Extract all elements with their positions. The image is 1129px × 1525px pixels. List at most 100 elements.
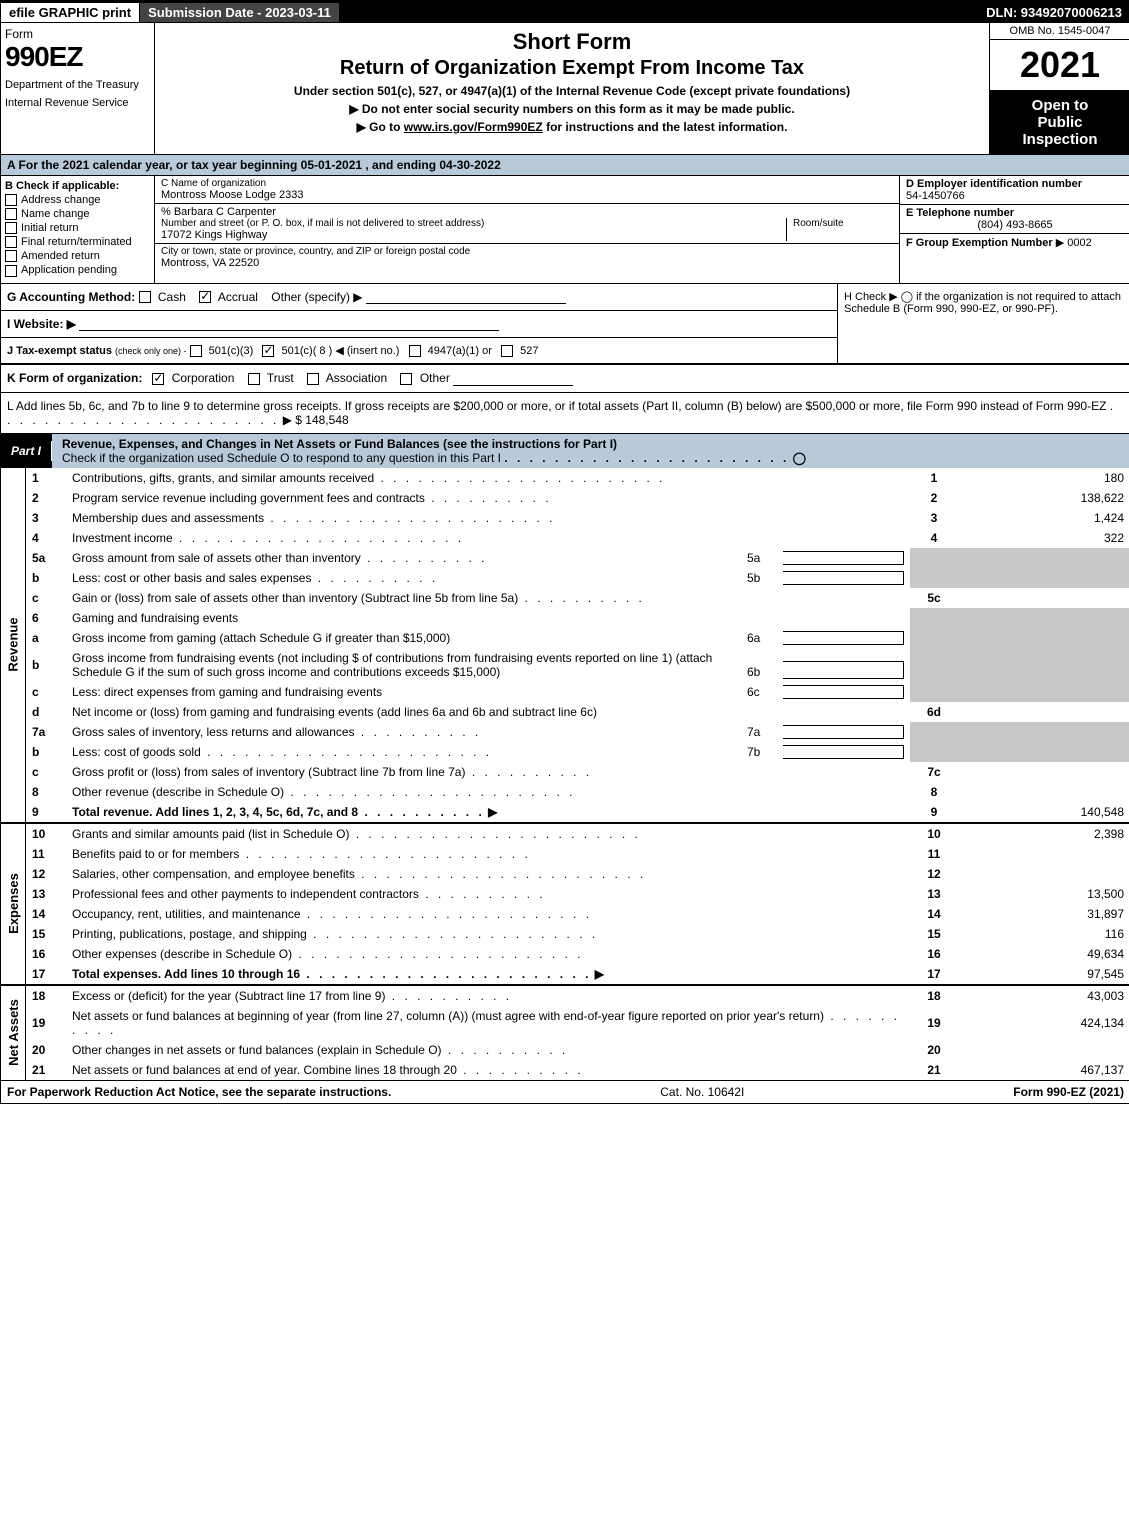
submission-date: Submission Date - 2023-03-11 bbox=[140, 3, 340, 22]
open-line2: Public bbox=[994, 114, 1126, 131]
chk-initial-return[interactable]: Initial return bbox=[5, 222, 150, 234]
part1-label: Part I bbox=[1, 441, 52, 461]
city-state-zip: Montross, VA 22520 bbox=[161, 257, 893, 269]
top-bar: efile GRAPHIC print Submission Date - 20… bbox=[1, 1, 1129, 23]
tel-label: E Telephone number bbox=[906, 207, 1124, 219]
chk-application-pending[interactable]: Application pending bbox=[5, 264, 150, 276]
page-footer: For Paperwork Reduction Act Notice, see … bbox=[1, 1080, 1129, 1103]
line-1: 1Contributions, gifts, grants, and simil… bbox=[26, 468, 1129, 488]
entity-block: B Check if applicable: Address change Na… bbox=[1, 176, 1129, 284]
g-other: Other (specify) ▶ bbox=[271, 290, 362, 304]
omb-number: OMB No. 1545-0047 bbox=[990, 23, 1129, 40]
tax-year: 2021 bbox=[990, 40, 1129, 91]
ein: 54-1450766 bbox=[906, 190, 1124, 202]
dln: DLN: 93492070006213 bbox=[978, 3, 1129, 22]
k-trust: Trust bbox=[267, 371, 294, 385]
open-line1: Open to bbox=[994, 97, 1126, 114]
line-3: 3Membership dues and assessments31,424 bbox=[26, 508, 1129, 528]
line-13: 13Professional fees and other payments t… bbox=[26, 884, 1129, 904]
checkbox-icon bbox=[199, 291, 211, 303]
expenses-tab: Expenses bbox=[1, 824, 26, 984]
line-5b: bLess: cost or other basis and sales exp… bbox=[26, 568, 1129, 588]
line-l: L Add lines 5b, 6c, and 7b to line 9 to … bbox=[1, 393, 1129, 434]
line-6a: aGross income from gaming (attach Schedu… bbox=[26, 628, 1129, 648]
line-10: 10Grants and similar amounts paid (list … bbox=[26, 824, 1129, 844]
line-6c: cLess: direct expenses from gaming and f… bbox=[26, 682, 1129, 702]
netassets-table: 18Excess or (deficit) for the year (Subt… bbox=[26, 986, 1129, 1080]
line-9: 9Total revenue. Add lines 1, 2, 3, 4, 5c… bbox=[26, 802, 1129, 822]
chk-address-change[interactable]: Address change bbox=[5, 194, 150, 206]
header-mid: Short Form Return of Organization Exempt… bbox=[155, 23, 989, 154]
street-label: Number and street (or P. O. box, if mail… bbox=[161, 218, 786, 229]
org-name: Montross Moose Lodge 2333 bbox=[161, 189, 893, 201]
checkbox-icon bbox=[5, 208, 17, 220]
line-i: I Website: ▶ bbox=[1, 311, 837, 338]
line-11: 11Benefits paid to or for members11 bbox=[26, 844, 1129, 864]
g-label: G Accounting Method: bbox=[7, 290, 135, 304]
k-other-line bbox=[453, 373, 573, 386]
line-6d: dNet income or (loss) from gaming and fu… bbox=[26, 702, 1129, 722]
line-14: 14Occupancy, rent, utilities, and mainte… bbox=[26, 904, 1129, 924]
j-4947: 4947(a)(1) or bbox=[428, 345, 492, 357]
group-exemption-label: F Group Exemption Number bbox=[906, 237, 1053, 249]
form-990ez-page: efile GRAPHIC print Submission Date - 20… bbox=[0, 0, 1129, 1104]
expenses-section: Expenses 10Grants and similar amounts pa… bbox=[1, 824, 1129, 984]
checkbox-icon bbox=[5, 222, 17, 234]
line-6: 6Gaming and fundraising events bbox=[26, 608, 1129, 628]
k-assoc: Association bbox=[326, 371, 387, 385]
dots bbox=[504, 451, 789, 465]
part1-sub-check: ◯ bbox=[793, 451, 806, 465]
checkbox-icon bbox=[190, 345, 202, 357]
line-g: G Accounting Method: Cash Accrual Other … bbox=[1, 284, 837, 311]
j-501c3: 501(c)(3) bbox=[209, 345, 254, 357]
revenue-table: 1Contributions, gifts, grants, and simil… bbox=[26, 468, 1129, 822]
checkbox-icon bbox=[5, 265, 17, 277]
line-15: 15Printing, publications, postage, and s… bbox=[26, 924, 1129, 944]
k-other: Other bbox=[420, 371, 450, 385]
ein-label: D Employer identification number bbox=[906, 178, 1124, 190]
section-b: B Check if applicable: Address change Na… bbox=[1, 176, 155, 283]
line-h: H Check ▶ ◯ if the organization is not r… bbox=[837, 284, 1129, 364]
header-left: Form 990EZ Department of the Treasury In… bbox=[1, 23, 155, 154]
line-7a: 7aGross sales of inventory, less returns… bbox=[26, 722, 1129, 742]
inst2-post: for instructions and the latest informat… bbox=[546, 120, 787, 134]
instruction-link-line: ▶ Go to www.irs.gov/Form990EZ for instru… bbox=[159, 120, 985, 134]
l-amount: ▶ $ 148,548 bbox=[283, 413, 349, 427]
i-label: I Website: ▶ bbox=[7, 317, 76, 331]
part1-sub: Check if the organization used Schedule … bbox=[62, 451, 501, 465]
footer-left: For Paperwork Reduction Act Notice, see … bbox=[7, 1085, 391, 1099]
checkbox-icon bbox=[139, 291, 151, 303]
j-note: (check only one) - bbox=[115, 346, 187, 356]
inst2-pre: ▶ Go to bbox=[357, 120, 404, 134]
checkbox-icon bbox=[262, 345, 274, 357]
line-k: K Form of organization: Corporation Trus… bbox=[1, 364, 1129, 392]
checkbox-icon bbox=[5, 250, 17, 262]
line-18: 18Excess or (deficit) for the year (Subt… bbox=[26, 986, 1129, 1006]
website-line bbox=[79, 318, 499, 331]
dept-treasury: Department of the Treasury bbox=[5, 79, 150, 91]
k-label: K Form of organization: bbox=[7, 371, 142, 385]
revenue-section: Revenue 1Contributions, gifts, grants, a… bbox=[1, 468, 1129, 822]
street: 17072 Kings Highway bbox=[161, 229, 786, 241]
l-text: L Add lines 5b, 6c, and 7b to line 9 to … bbox=[7, 399, 1106, 413]
netassets-tab: Net Assets bbox=[1, 986, 26, 1080]
line-16: 16Other expenses (describe in Schedule O… bbox=[26, 944, 1129, 964]
chk-final-return[interactable]: Final return/terminated bbox=[5, 236, 150, 248]
checkbox-icon bbox=[152, 373, 164, 385]
chk-amended-return[interactable]: Amended return bbox=[5, 250, 150, 262]
chk-name-change[interactable]: Name change bbox=[5, 208, 150, 220]
efile-label: efile GRAPHIC print bbox=[1, 3, 140, 22]
revenue-tab: Revenue bbox=[1, 468, 26, 822]
line-5a: 5aGross amount from sale of assets other… bbox=[26, 548, 1129, 568]
irs-link[interactable]: www.irs.gov/Form990EZ bbox=[404, 120, 543, 134]
j-501c: 501(c)( 8 ) ◀ (insert no.) bbox=[282, 345, 400, 357]
g-cash: Cash bbox=[158, 290, 186, 304]
checkbox-icon bbox=[248, 373, 260, 385]
expenses-table: 10Grants and similar amounts paid (list … bbox=[26, 824, 1129, 984]
open-public-inspection: Open to Public Inspection bbox=[990, 91, 1129, 154]
room-label: Room/suite bbox=[793, 218, 893, 229]
checkbox-icon bbox=[307, 373, 319, 385]
part1-title-wrap: Revenue, Expenses, and Changes in Net As… bbox=[52, 434, 1129, 468]
dept-irs: Internal Revenue Service bbox=[5, 97, 150, 109]
line-7c: cGross profit or (loss) from sales of in… bbox=[26, 762, 1129, 782]
